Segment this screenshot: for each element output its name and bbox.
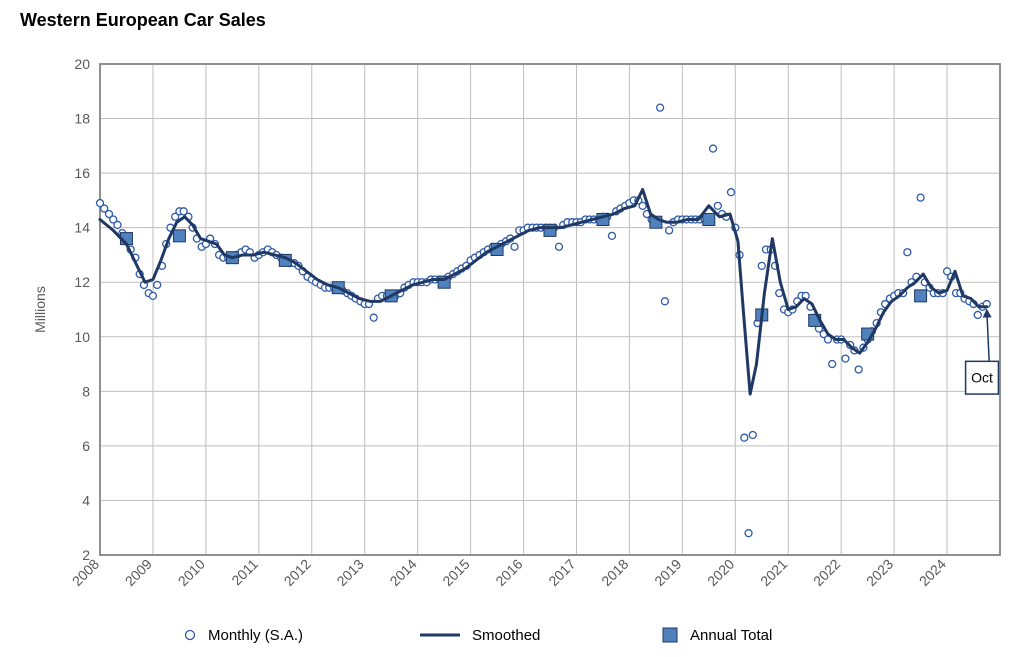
annotation-arrow xyxy=(987,310,990,367)
svg-text:2022: 2022 xyxy=(810,556,843,589)
svg-text:2016: 2016 xyxy=(492,556,525,589)
svg-text:18: 18 xyxy=(74,111,90,127)
legend-label-monthly: Monthly (S.A.) xyxy=(208,627,303,644)
svg-text:2008: 2008 xyxy=(69,556,102,589)
monthly-scatter xyxy=(97,104,991,537)
svg-text:12: 12 xyxy=(74,274,90,290)
svg-text:2014: 2014 xyxy=(386,556,419,589)
svg-text:2009: 2009 xyxy=(122,556,155,589)
svg-text:8: 8 xyxy=(82,383,90,399)
legend-marker-annual xyxy=(663,628,677,642)
svg-text:14: 14 xyxy=(74,220,90,236)
legend: Monthly (S.A.) Smoothed Annual Total xyxy=(186,627,773,644)
svg-text:4: 4 xyxy=(82,492,90,508)
svg-text:2019: 2019 xyxy=(651,556,684,589)
svg-text:2011: 2011 xyxy=(228,556,261,589)
chart-svg: 2468101214161820200820092010201120122013… xyxy=(0,0,1024,657)
svg-text:2017: 2017 xyxy=(545,556,578,589)
svg-text:6: 6 xyxy=(82,438,90,454)
legend-marker-monthly xyxy=(186,631,195,640)
svg-text:2013: 2013 xyxy=(333,556,366,589)
svg-text:2021: 2021 xyxy=(757,556,790,589)
smoothed-line xyxy=(100,189,987,394)
svg-text:20: 20 xyxy=(74,56,90,72)
svg-text:2012: 2012 xyxy=(281,556,314,589)
chart-title: Western European Car Sales xyxy=(20,10,266,31)
svg-text:2010: 2010 xyxy=(175,556,208,589)
svg-text:2024: 2024 xyxy=(916,556,949,589)
svg-text:2015: 2015 xyxy=(439,556,472,589)
annotation-label: Oct xyxy=(971,370,993,386)
svg-text:2020: 2020 xyxy=(704,556,737,589)
legend-label-annual: Annual Total xyxy=(690,627,772,644)
y-axis-label: Millions xyxy=(32,286,48,333)
svg-text:2023: 2023 xyxy=(863,556,896,589)
svg-text:16: 16 xyxy=(74,165,90,181)
svg-text:10: 10 xyxy=(74,329,90,345)
svg-text:2018: 2018 xyxy=(598,556,631,589)
chart-container: Western European Car Sales 2468101214161… xyxy=(0,0,1024,657)
legend-label-smoothed: Smoothed xyxy=(472,627,540,644)
